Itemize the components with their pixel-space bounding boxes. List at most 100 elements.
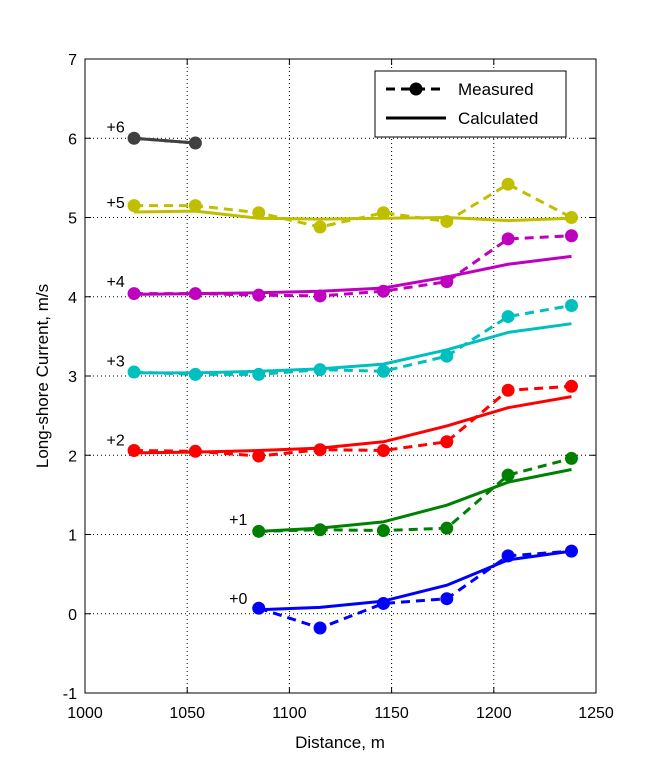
measured-point <box>440 521 454 535</box>
series-lines <box>127 131 578 635</box>
measured-point <box>188 136 202 150</box>
measured-line <box>134 182 573 229</box>
measured-point <box>501 310 515 324</box>
measured-point <box>376 524 390 538</box>
x-tick-label: 1100 <box>272 705 307 722</box>
y-tick-label: -1 <box>63 686 77 703</box>
x-tick-label: 1150 <box>374 705 409 722</box>
series-group <box>252 544 578 635</box>
measured-point <box>252 367 266 381</box>
offset-labels: +0 +1 +2 +3 +4 +5 +6 <box>107 120 248 609</box>
series-group <box>127 298 578 381</box>
measured-point <box>376 284 390 298</box>
measured-point <box>440 435 454 449</box>
series-group <box>127 131 202 150</box>
measured-point <box>188 287 202 301</box>
series-group <box>252 451 578 538</box>
measured-point <box>564 211 578 224</box>
measured-point <box>252 601 266 615</box>
measured-line <box>258 549 572 630</box>
measured-point <box>127 443 141 457</box>
y-tick-label: 6 <box>68 131 77 148</box>
x-tick-label: 1050 <box>169 705 205 722</box>
calculated-line <box>134 395 572 455</box>
measured-point <box>564 229 578 243</box>
measured-line <box>134 234 572 298</box>
measured-point <box>188 367 202 381</box>
measured-point <box>127 199 141 213</box>
measured-point <box>252 206 266 220</box>
x-tick-label: 1250 <box>578 705 614 722</box>
y-tick-label: 0 <box>68 607 77 624</box>
series-group <box>127 177 578 234</box>
grid <box>85 59 596 693</box>
measured-point <box>564 298 578 312</box>
series-group <box>127 379 578 463</box>
measured-point <box>501 468 515 482</box>
legend-measured-label: Measured <box>458 80 534 99</box>
measured-point <box>313 621 327 635</box>
y-axis-label: Long-shore Current, m/s <box>33 284 52 468</box>
measured-point <box>313 523 327 537</box>
measured-point <box>313 443 327 457</box>
calculated-line <box>258 468 572 533</box>
measured-point <box>501 383 515 397</box>
measured-line <box>133 136 196 145</box>
y-tick-label: 5 <box>68 211 77 228</box>
legend-box <box>374 70 567 138</box>
measured-point <box>440 275 454 289</box>
y-tick-label: 3 <box>68 369 77 386</box>
legend-calculated-label: Calculated <box>458 109 538 128</box>
series-offset-label: +5 <box>107 195 125 212</box>
calculated-line <box>134 322 572 375</box>
measured-point <box>313 220 327 234</box>
y-tick-label: 2 <box>68 448 77 465</box>
measured-point <box>564 451 578 465</box>
measured-point <box>252 524 266 538</box>
calculated-line <box>258 549 572 612</box>
measured-point <box>440 592 454 606</box>
measured-point <box>127 287 141 301</box>
measured-point <box>501 177 515 191</box>
measured-point <box>127 365 141 379</box>
y-tick-label: 7 <box>68 52 77 69</box>
measured-point <box>564 379 578 393</box>
measured-point <box>313 289 327 303</box>
legend-measured-marker <box>409 82 423 96</box>
calculated-line <box>134 254 572 296</box>
axis-ticks: 1000 1050 1100 1150 1200 1250 -1 0 1 2 3 4 5 6 7 <box>63 52 614 722</box>
legend: Measured Calculated <box>374 70 567 138</box>
measured-point <box>564 544 578 558</box>
measured-point <box>127 131 141 145</box>
x-tick-label: 1000 <box>67 705 103 722</box>
measured-point <box>440 214 454 228</box>
series-offset-label: +1 <box>229 512 247 529</box>
measured-point <box>313 363 327 377</box>
series-offset-label: +4 <box>107 274 125 291</box>
measured-point <box>376 596 390 610</box>
measured-line <box>258 456 572 533</box>
series-offset-label: +3 <box>107 353 125 370</box>
measured-point <box>376 206 390 220</box>
measured-point <box>440 349 454 363</box>
measured-line <box>133 303 572 376</box>
series-group <box>127 229 578 303</box>
x-tick-label: 1200 <box>476 705 512 722</box>
measured-point <box>376 443 390 457</box>
y-tick-label: 1 <box>68 528 77 545</box>
measured-point <box>252 288 266 302</box>
measured-point <box>188 199 202 213</box>
x-axis-label: Distance, m <box>295 733 385 752</box>
measured-point <box>252 449 266 463</box>
measured-point <box>501 549 515 563</box>
measured-line <box>134 384 572 458</box>
calculated-line <box>134 209 572 223</box>
series-offset-label: +0 <box>229 591 247 608</box>
series-offset-label: +2 <box>107 433 125 450</box>
series-offset-label: +6 <box>107 120 125 137</box>
measured-point <box>376 364 390 378</box>
measured-point <box>501 232 515 246</box>
y-tick-label: 4 <box>68 290 77 307</box>
measured-point <box>188 444 202 458</box>
